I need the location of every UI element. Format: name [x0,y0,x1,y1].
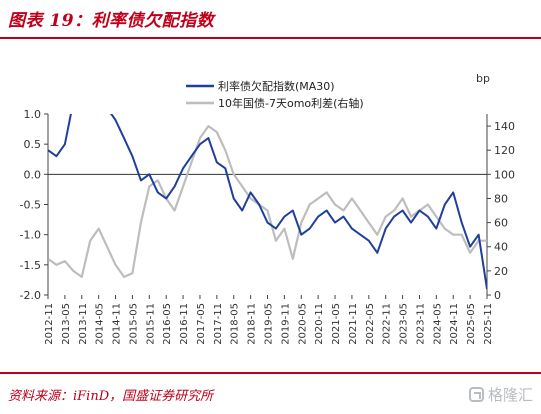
x-axis-tick-label: 2014-05 [95,303,106,345]
right-axis-tick-label: 140 [494,120,515,133]
x-axis-tick-label: 2014-11 [112,303,123,345]
x-axis-tick-label: 2017-11 [213,303,224,345]
series-line-index [48,114,487,290]
left-axis-tick-labels: 1.0 0.5 0.0 -0.5 -1.0 -1.5 -2.0 [20,108,41,302]
x-axis-tick-label: 2019-11 [280,303,291,345]
legend-label-spread: 10年国债-7天omo利差(右轴) [218,96,364,110]
x-axis-tick-label: 2018-11 [247,303,258,345]
x-axis-tick-labels: 2012-11 2013-05 2013-11 2014-05 2014-11 2015-… [44,303,494,345]
watermark: 格隆汇 [468,384,533,405]
x-axis-tick-label: 2016-05 [162,303,173,345]
x-axis-tick-label: 2023-05 [399,303,410,345]
x-axis-tick-label: 2025-05 [466,303,477,345]
x-axis-tick-label: 2013-05 [61,303,72,345]
chart: 2012-11 2013-05 2013-11 2014-05 2014-11 2015-… [20,72,515,345]
watermark-logo-icon [468,387,484,402]
series-line-spread [48,124,487,278]
x-axis-tick-label: 2015-11 [145,303,156,345]
x-axis-tick-label: 2013-11 [78,303,89,345]
x-axis-tick-label: 2012-11 [44,303,55,345]
left-axis-tick-label: -2.0 [20,289,41,302]
x-axis-tick-label: 2022-11 [382,303,393,345]
right-axis-tick-label: 80 [494,192,508,205]
x-axis-tick-label: 2018-05 [230,303,241,345]
chart-axes [44,113,491,299]
left-axis-tick-label: 1.0 [24,108,42,121]
right-axis-tick-label: 60 [494,217,508,230]
x-axis-tick-label: 2023-11 [415,303,426,345]
right-axis-tick-label: 100 [494,168,515,181]
right-axis-tick-labels: 140 120 100 80 60 40 20 0 [494,120,515,302]
chart-series [48,114,487,290]
left-axis-tick-label: -1.5 [20,259,41,272]
x-axis-tick-label: 2020-05 [297,303,308,345]
watermark-text: 格隆汇 [487,386,533,404]
x-axis-tick-label: 2021-11 [348,303,359,345]
x-axis-tick-label: 2020-11 [314,303,325,345]
legend-label-index: 利率债欠配指数(MA30) [218,79,335,93]
left-axis-tick-label: -1.0 [20,229,41,242]
figure-title: 图表 19：利率债欠配指数 [8,11,215,31]
x-axis-tick-label: 2021-05 [331,303,342,345]
right-axis-tick-label: 40 [494,241,508,254]
x-axis-tick-label: 2015-05 [128,303,139,345]
right-axis-tick-label: 120 [494,144,515,157]
chart-legend: 利率债欠配指数(MA30) 10年国债-7天omo利差(右轴) [186,79,364,110]
title-divider [0,37,541,39]
x-axis-tick-label: 2024-11 [449,303,460,345]
x-axis-tick-label: 2019-05 [264,303,275,345]
left-axis-tick-label: 0.0 [24,168,42,181]
x-axis-tick-label: 2025-11 [483,303,494,345]
right-axis-label: bp [476,72,490,85]
right-axis-tick-label: 0 [494,289,501,302]
right-axis-tick-label: 20 [494,265,508,278]
left-axis-tick-label: -0.5 [20,199,41,212]
x-axis-tick-label: 2016-11 [179,303,190,345]
x-axis-tick-label: 2017-05 [196,303,207,345]
footer-divider [0,372,541,374]
source-note: 资料来源：iFinD，国盛证券研究所 [8,389,214,404]
left-axis-tick-label: 0.5 [24,138,42,151]
x-axis-tick-label: 2024-05 [432,303,443,345]
x-axis-tick-label: 2022-05 [365,303,376,345]
